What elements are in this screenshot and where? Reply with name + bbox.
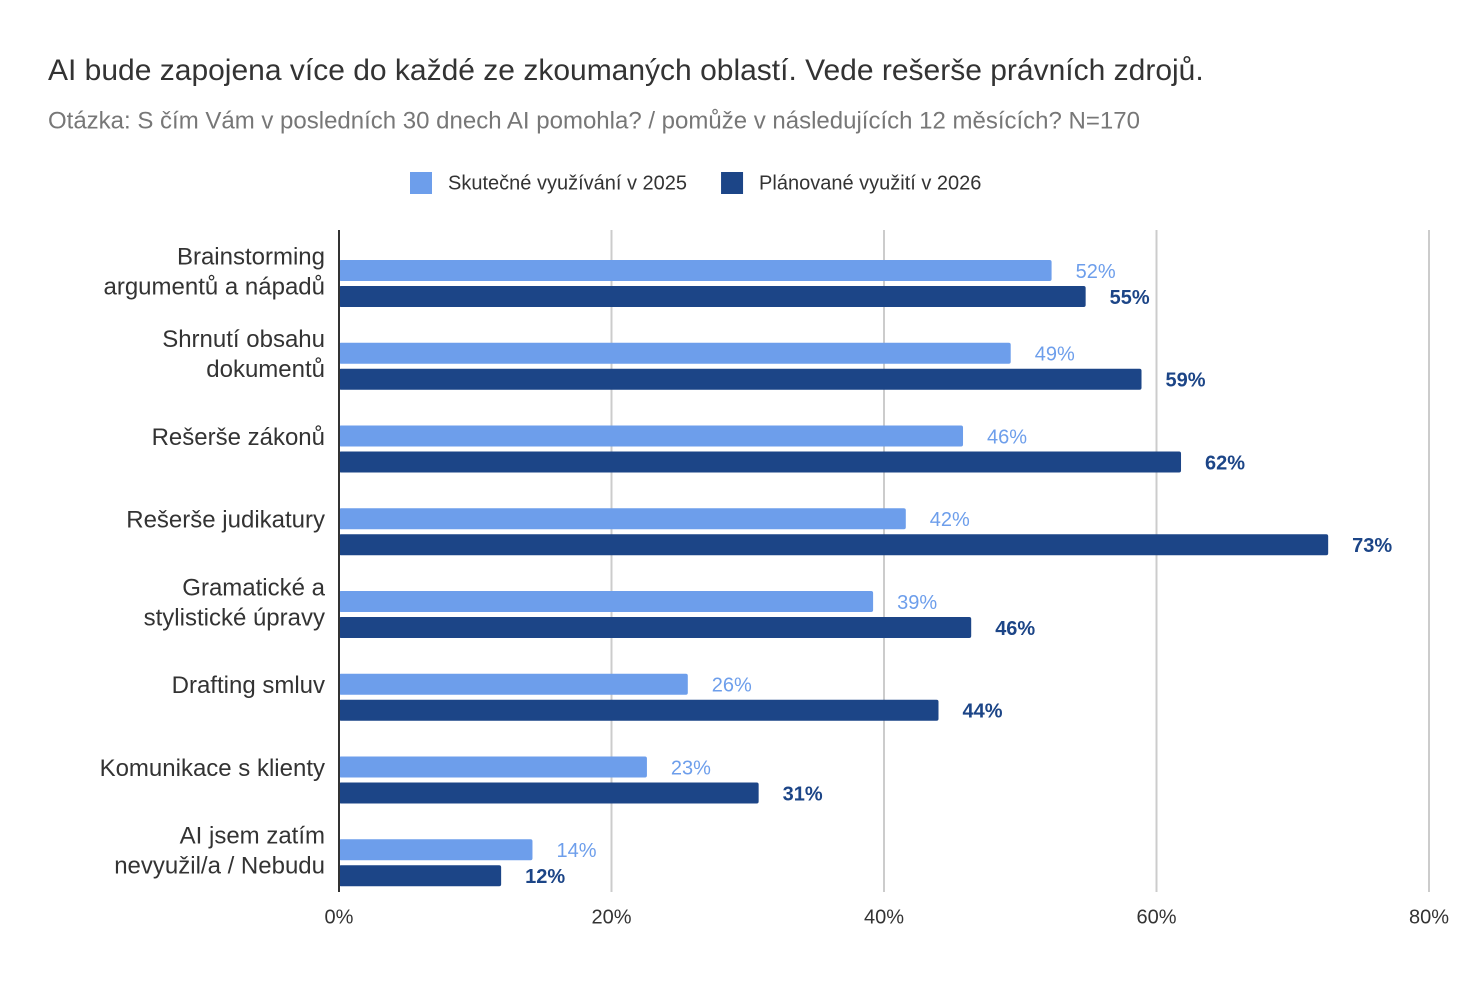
data-label: 62% (1205, 452, 1245, 474)
y-tick-label: Gramatické a stylistické úpravy (144, 575, 326, 632)
y-tick-label: Shrnutí obsahu dokumentů (162, 326, 325, 383)
bar (339, 534, 1329, 556)
data-label: 42% (930, 509, 970, 531)
data-label: 14% (556, 840, 596, 862)
x-tick-label: 80% (1409, 906, 1449, 928)
y-tick-label: Komunikace s klienty (100, 755, 325, 782)
y-tick-label: Brainstorming argumentů a nápadů (103, 244, 325, 301)
y-tick-label: Rešerše zákonů (152, 424, 325, 451)
bar (339, 591, 874, 612)
bar (339, 286, 1086, 307)
legend-swatch (721, 172, 744, 194)
bar (339, 865, 502, 887)
data-label: 44% (963, 701, 1003, 723)
legend-swatch (410, 172, 432, 194)
bar (339, 508, 906, 530)
data-label: 49% (1035, 344, 1075, 366)
bar (339, 368, 1142, 390)
y-tick-label: AI jsem zatím nevyužil/a / Nebudu (114, 823, 325, 880)
bar (339, 342, 1011, 364)
data-label: 59% (1166, 370, 1206, 392)
data-label: 12% (525, 866, 565, 888)
data-label: 73% (1352, 535, 1392, 557)
bar (339, 782, 759, 804)
chart-title: AI bude zapojena více do každé ze zkouma… (48, 54, 1204, 87)
data-label: 39% (897, 592, 937, 614)
chart-subtitle: Otázka: S čím Vám v posledních 30 dnech … (48, 107, 1140, 134)
bar (339, 673, 688, 695)
y-tick-label: Drafting smluv (172, 672, 325, 699)
x-tick-label: 60% (1136, 906, 1176, 928)
bar (339, 699, 939, 721)
bar (339, 425, 964, 447)
bar (339, 617, 972, 638)
x-tick-label: 0% (325, 906, 354, 928)
legend-label: Plánované využití v 2026 (759, 172, 981, 194)
bar (339, 756, 647, 778)
data-label: 23% (671, 757, 711, 779)
bar (339, 451, 1182, 473)
data-label: 26% (712, 675, 752, 697)
data-label: 52% (1076, 261, 1116, 283)
legend-label: Skutečné využívání v 2025 (448, 172, 687, 194)
x-tick-label: 40% (864, 906, 904, 928)
data-label: 31% (783, 783, 823, 805)
x-tick-label: 20% (591, 906, 631, 928)
data-label: 46% (987, 426, 1027, 448)
data-label: 55% (1110, 287, 1150, 309)
y-tick-label: Rešerše judikatury (126, 507, 325, 534)
bar (339, 260, 1052, 281)
bar (339, 839, 533, 861)
data-label: 46% (995, 618, 1035, 640)
